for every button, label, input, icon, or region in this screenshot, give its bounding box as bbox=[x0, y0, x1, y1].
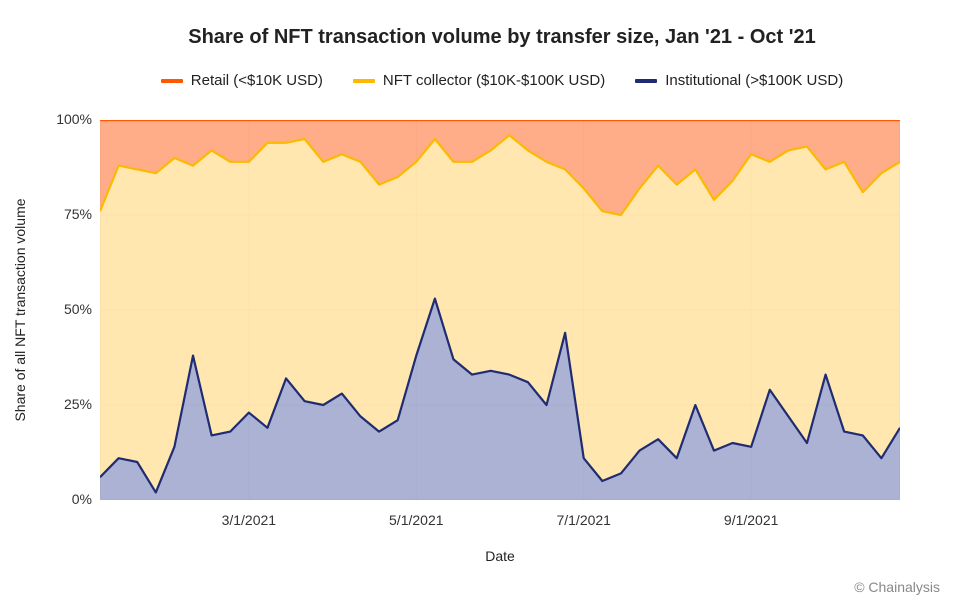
y-tick-label: 75% bbox=[32, 206, 92, 222]
y-axis-label: Share of all NFT transaction volume bbox=[12, 120, 28, 500]
x-tick-label: 7/1/2021 bbox=[534, 512, 634, 528]
plot-area bbox=[100, 120, 900, 500]
x-tick-label: 9/1/2021 bbox=[701, 512, 801, 528]
legend: Retail (<$10K USD) NFT collector ($10K-$… bbox=[90, 72, 914, 89]
legend-item-collector: NFT collector ($10K-$100K USD) bbox=[353, 72, 605, 89]
legend-label-institutional: Institutional (>$100K USD) bbox=[665, 72, 843, 89]
chart-container: Share of NFT transaction volume by trans… bbox=[0, 0, 954, 603]
y-tick-label: 100% bbox=[32, 111, 92, 127]
y-tick-label: 0% bbox=[32, 491, 92, 507]
y-tick-label: 25% bbox=[32, 396, 92, 412]
legend-label-collector: NFT collector ($10K-$100K USD) bbox=[383, 72, 605, 89]
chart-title: Share of NFT transaction volume by trans… bbox=[90, 26, 914, 49]
x-tick-label: 3/1/2021 bbox=[199, 512, 299, 528]
x-tick-label: 5/1/2021 bbox=[366, 512, 466, 528]
y-tick-label: 50% bbox=[32, 301, 92, 317]
legend-swatch-institutional bbox=[635, 79, 657, 83]
x-axis-label: Date bbox=[100, 548, 900, 564]
legend-label-retail: Retail (<$10K USD) bbox=[191, 72, 323, 89]
legend-swatch-collector bbox=[353, 79, 375, 83]
attribution: © Chainalysis bbox=[854, 579, 940, 595]
legend-item-retail: Retail (<$10K USD) bbox=[161, 72, 323, 89]
legend-item-institutional: Institutional (>$100K USD) bbox=[635, 72, 843, 89]
legend-swatch-retail bbox=[161, 79, 183, 83]
